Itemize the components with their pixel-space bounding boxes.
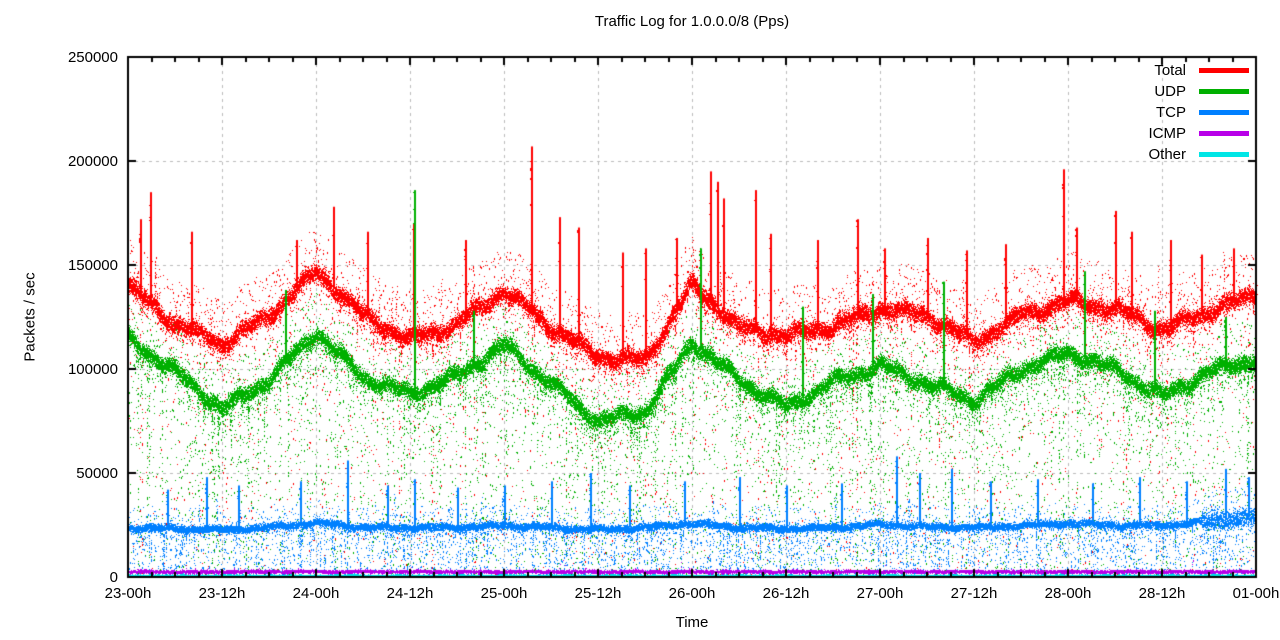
y-tick-label: 250000	[67, 49, 118, 66]
x-axis-label: Time	[675, 614, 709, 631]
x-tick-label: 26-00h	[668, 585, 716, 602]
legend-line-swatch	[1199, 152, 1249, 157]
chart-title: Traffic Log for 1.0.0.0/8 (Pps)	[594, 13, 790, 30]
x-tick-label: 24-12h	[386, 585, 434, 602]
legend-item-other: Other	[1148, 144, 1249, 165]
y-axis-label: Packets / sec	[21, 272, 39, 362]
legend-label: Other	[1148, 146, 1186, 163]
legend-line-swatch	[1199, 110, 1249, 115]
y-tick-label: 100000	[67, 361, 118, 378]
legend-line-swatch	[1199, 89, 1249, 94]
x-tick-label: 01-00h	[1232, 585, 1280, 602]
x-tick-label: 23-12h	[198, 585, 246, 602]
legend-item-icmp: ICMP	[1148, 123, 1249, 144]
x-tick-label: 28-00h	[1044, 585, 1092, 602]
x-tick-label: 23-00h	[104, 585, 152, 602]
x-tick-label: 26-12h	[762, 585, 810, 602]
legend-line-swatch	[1199, 68, 1249, 73]
y-tick-label: 150000	[67, 257, 118, 274]
legend-item-tcp: TCP	[1148, 102, 1249, 123]
y-tick-label: 50000	[76, 465, 118, 482]
legend: Total UDP TCP ICMP Other	[1148, 60, 1249, 165]
legend-label: ICMP	[1148, 125, 1187, 142]
x-tick-label: 24-00h	[292, 585, 340, 602]
legend-label: TCP	[1156, 104, 1186, 121]
legend-label: Total	[1154, 62, 1186, 79]
y-tick-label: 0	[109, 569, 118, 586]
x-tick-label: 25-00h	[480, 585, 528, 602]
legend-line-swatch	[1199, 131, 1249, 136]
legend-label: UDP	[1154, 83, 1186, 100]
legend-item-udp: UDP	[1148, 81, 1249, 102]
x-tick-label: 25-12h	[574, 585, 622, 602]
x-tick-label: 27-12h	[950, 585, 998, 602]
legend-item-total: Total	[1148, 60, 1249, 81]
x-tick-label: 27-00h	[856, 585, 904, 602]
x-tick-label: 28-12h	[1138, 585, 1186, 602]
y-tick-label: 200000	[67, 153, 118, 170]
